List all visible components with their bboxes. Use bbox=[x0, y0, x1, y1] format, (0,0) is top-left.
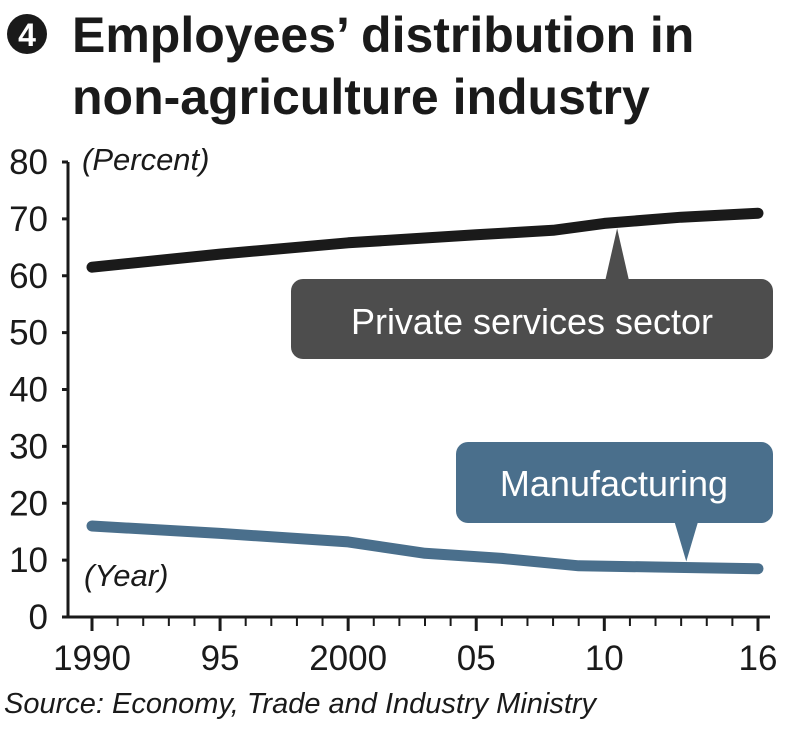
y-tick-label: 20 bbox=[9, 484, 48, 523]
x-tick-label: 1990 bbox=[53, 639, 131, 678]
x-tick-label: 95 bbox=[201, 639, 240, 678]
x-axis-label: (Year) bbox=[84, 558, 168, 593]
y-tick-label: 80 bbox=[9, 143, 48, 182]
y-tick-label: 50 bbox=[9, 314, 48, 353]
callout-manufacturing: Manufacturing bbox=[456, 442, 773, 562]
x-tick-label: 05 bbox=[457, 639, 496, 678]
callout-pointer bbox=[605, 228, 630, 281]
callout-box bbox=[456, 442, 773, 523]
title-line-1: Employees’ distribution in bbox=[72, 7, 694, 63]
y-tick-label: 10 bbox=[9, 541, 48, 580]
x-tick-label: 2000 bbox=[309, 639, 387, 678]
chart-title: 4 Employees’ distribution in non-agricul… bbox=[7, 7, 694, 125]
series-layer bbox=[86, 207, 764, 575]
y-tick-label: 0 bbox=[29, 598, 48, 637]
callout-pointer bbox=[674, 521, 699, 562]
y-tick-label: 30 bbox=[9, 427, 48, 466]
callout-box bbox=[291, 279, 773, 359]
y-tick-label: 70 bbox=[9, 200, 48, 239]
figure-number-badge bbox=[7, 14, 47, 54]
series-label: Manufacturing bbox=[500, 463, 728, 504]
y-axis-label: (Percent) bbox=[82, 142, 209, 177]
x-ticks: 1990 95 2000 05 10 16 bbox=[53, 617, 777, 678]
y-tick-label: 60 bbox=[9, 257, 48, 296]
y-ticks: 0 10 20 30 40 50 60 70 80 bbox=[9, 143, 68, 637]
figure-number: 4 bbox=[18, 17, 36, 53]
title-line-2: non-agriculture industry bbox=[72, 69, 650, 125]
series-label: Private services sector bbox=[351, 301, 713, 342]
series-line-private-services bbox=[86, 207, 764, 273]
source-note: Source: Economy, Trade and Industry Mini… bbox=[4, 688, 598, 720]
x-tick-label: 16 bbox=[739, 639, 778, 678]
y-tick-label: 40 bbox=[9, 371, 48, 410]
series-line-manufacturing bbox=[86, 520, 764, 575]
callout-private-services: Private services sector bbox=[291, 228, 773, 359]
callout-layer: Private services sector Manufacturing bbox=[291, 228, 773, 562]
x-tick-label: 10 bbox=[585, 639, 624, 678]
